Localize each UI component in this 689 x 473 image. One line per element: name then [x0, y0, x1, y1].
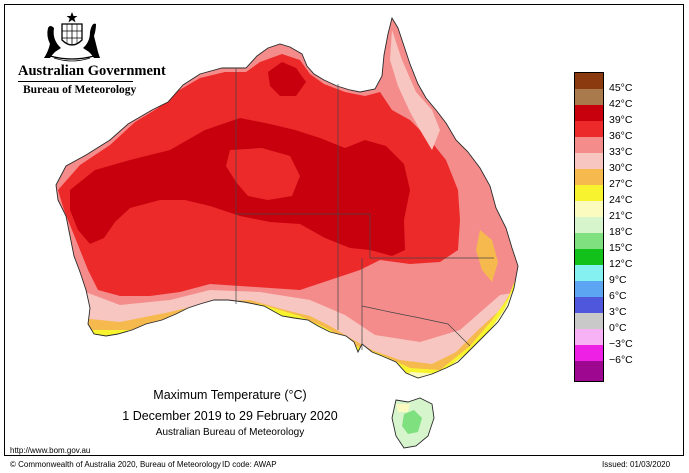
org-title-rule: [18, 81, 133, 82]
org-title: Australian Government: [18, 63, 166, 79]
map-source: Australian Bureau of Meteorology: [155, 427, 305, 438]
map-date-range: 1 December 2019 to 29 February 2020: [122, 409, 338, 423]
legend-label-9: 9°C: [609, 274, 627, 286]
legend-swatch-33: [575, 137, 603, 153]
legend-swatch-minus3: [575, 329, 603, 345]
legend-swatch-15: [575, 233, 603, 249]
legend-label-3: 3°C: [609, 306, 627, 318]
legend-label-15: 15°C: [609, 242, 633, 254]
source-url: http://www.bom.gov.au: [10, 446, 91, 455]
legend-label-18: 18°C: [609, 226, 633, 238]
coat-of-arms-icon: [44, 12, 100, 62]
legend-swatch-42: [575, 89, 603, 105]
legend-swatch-18: [575, 217, 603, 233]
legend-swatch-minus6: [575, 345, 603, 361]
legend-swatch-9: [575, 265, 603, 281]
legend-label-minus6: −6°C: [609, 354, 633, 366]
legend-swatch-0: [575, 313, 603, 329]
legend-swatch-6: [575, 281, 603, 297]
legend-label-36: 36°C: [609, 130, 633, 142]
legend-label-12: 12°C: [609, 258, 633, 270]
legend-label-27: 27°C: [609, 178, 633, 190]
legend-label-39: 39°C: [609, 114, 633, 126]
map-title: Maximum Temperature (°C): [153, 388, 307, 402]
legend-label-45: 45°C: [609, 82, 633, 94]
legend-swatch-30: [575, 153, 603, 169]
legend-swatch-12: [575, 249, 603, 265]
temperature-legend: [574, 72, 604, 382]
legend-swatch-45: [575, 73, 603, 89]
legend-swatch-3: [575, 297, 603, 313]
legend-label-21: 21°C: [609, 210, 633, 222]
legend-swatch-27: [575, 169, 603, 185]
copyright-text: © Commonwealth of Australia 2020, Bureau…: [10, 460, 221, 469]
issued-date: Issued: 01/03/2020: [602, 460, 671, 469]
legend-swatch-21: [575, 201, 603, 217]
legend-label-42: 42°C: [609, 98, 633, 110]
legend-swatch-39: [575, 105, 603, 121]
legend-label-24: 24°C: [609, 194, 633, 206]
id-code: ID code: AWAP: [222, 460, 277, 469]
legend-label-6: 6°C: [609, 290, 627, 302]
legend-swatch-24: [575, 185, 603, 201]
legend-swatch-36: [575, 121, 603, 137]
org-subtitle: Bureau of Meteorology: [23, 84, 137, 96]
legend-label-30: 30°C: [609, 162, 633, 174]
legend-label-33: 33°C: [609, 146, 633, 158]
legend-label-minus3: −3°C: [609, 338, 633, 350]
legend-label-0: 0°C: [609, 322, 627, 334]
legend-swatch-bottom: [575, 361, 603, 381]
